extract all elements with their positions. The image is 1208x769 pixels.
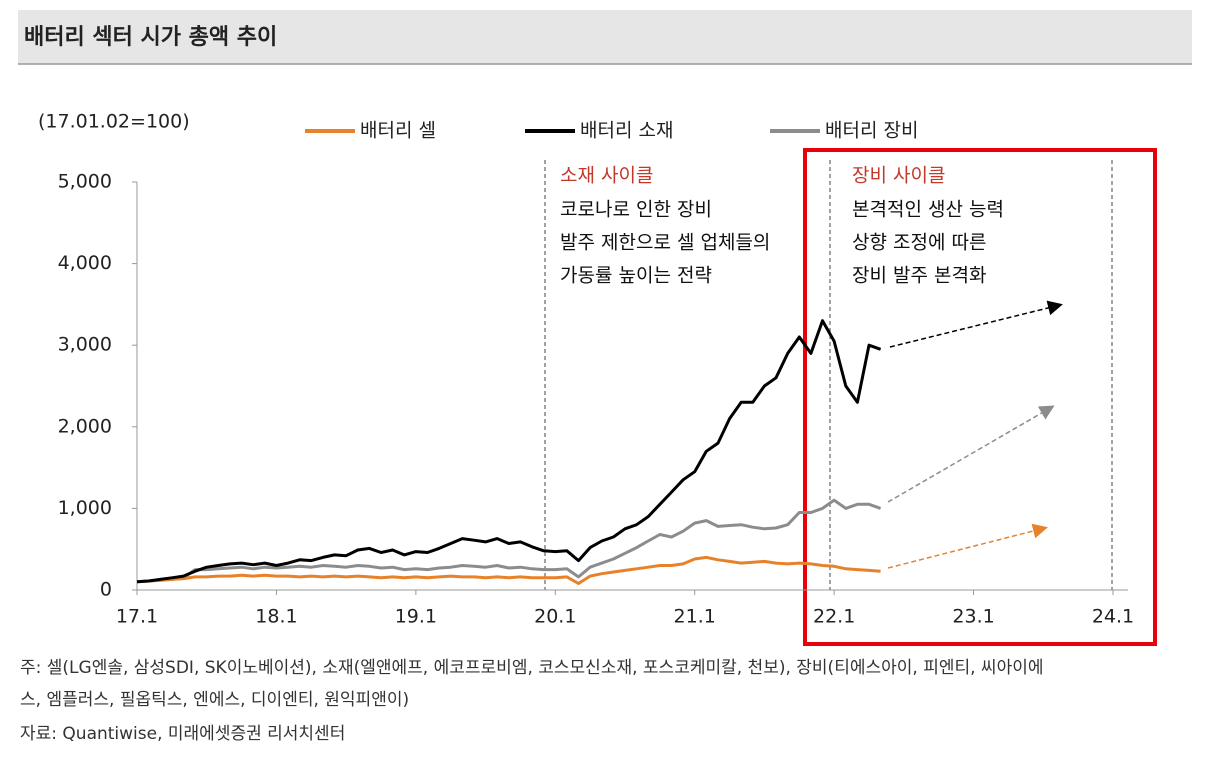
legend-label: 배터리 장비	[825, 120, 918, 142]
annotation-text: 상향 조정에 따른	[852, 232, 986, 254]
title-bar	[18, 10, 1192, 64]
legend-label: 배터리 셀	[360, 120, 436, 142]
y-tick-label: 3,000	[58, 334, 112, 356]
highlight-box	[803, 148, 1157, 646]
y-tick-label: 4,000	[58, 252, 112, 274]
annotation-text: 본격적인 생산 능력	[852, 199, 1004, 221]
x-tick-label: 22.1	[813, 606, 855, 628]
legend-label: 배터리 소재	[580, 120, 673, 142]
y-tick-label: 0	[100, 579, 112, 601]
annotation-title: 장비 사이클	[852, 165, 945, 187]
footnote: 주: 셀(LG엔솔, 삼성SDI, SK이노베이션), 소재(엘앤에프, 에코프…	[20, 658, 1044, 678]
x-tick-label: 24.1	[1092, 606, 1134, 628]
chart-title: 배터리 섹터 시가 총액 추이	[24, 25, 277, 50]
annotation-text: 코로나로 인한 장비	[560, 199, 712, 221]
footnote: 스, 엠플러스, 필옵틱스, 엔에스, 디이엔티, 원익피앤이)	[20, 690, 409, 710]
x-tick-label: 18.1	[255, 606, 297, 628]
x-tick-label: 21.1	[674, 606, 716, 628]
x-tick-label: 19.1	[395, 606, 437, 628]
y-tick-label: 1,000	[58, 497, 112, 519]
y-tick-label: 2,000	[58, 415, 112, 437]
annotation-text: 발주 제한으로 셀 업체들의	[560, 232, 770, 254]
series-line	[136, 555, 881, 585]
x-tick-label: 17.1	[116, 606, 158, 628]
trend-arrow	[887, 523, 1048, 569]
series-line	[136, 498, 882, 584]
annotation-title: 소재 사이클	[560, 165, 653, 187]
trend-arrow	[889, 300, 1063, 348]
trend-arrow	[887, 405, 1055, 503]
x-tick-label: 23.1	[952, 606, 994, 628]
y-tick-label: 5,000	[58, 171, 112, 193]
annotation-text: 장비 발주 본격화	[852, 265, 986, 287]
unit-label: (17.01.02=100)	[38, 111, 190, 133]
series-line	[136, 319, 882, 584]
annotation-text: 가동률 높이는 전략	[560, 265, 712, 287]
footnote: 자료: Quantiwise, 미래에셋증권 리서치센터	[20, 724, 345, 744]
x-tick-label: 20.1	[534, 606, 576, 628]
